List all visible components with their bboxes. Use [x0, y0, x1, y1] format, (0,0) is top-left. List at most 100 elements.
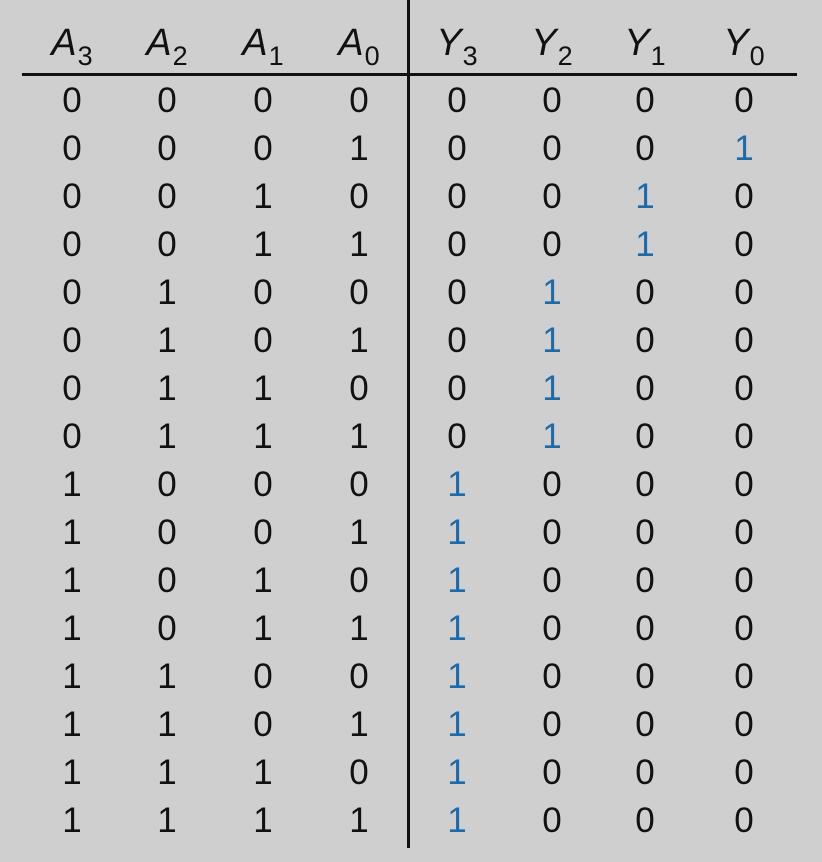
cell-y3: 1	[447, 465, 467, 504]
cell-a1: 1	[253, 801, 273, 840]
cell-a1: 1	[253, 753, 273, 792]
cell-y2: 1	[542, 369, 562, 408]
header-subscript: 2	[172, 41, 188, 71]
cell-y3: 1	[447, 609, 467, 648]
cell-y1: 0	[635, 801, 655, 840]
cell-a0: 1	[349, 801, 369, 840]
cell-y2: 0	[542, 801, 562, 840]
header-a3: A3	[17, 14, 127, 72]
header-y3: Y3	[402, 14, 512, 72]
cell-a1: 1	[253, 177, 273, 216]
cell-a1: 0	[253, 705, 273, 744]
cell-a3: 1	[62, 465, 82, 504]
cell-y0: 0	[734, 369, 754, 408]
cell-y3: 0	[447, 81, 467, 120]
cell-a3: 1	[62, 513, 82, 552]
cell-y0: 0	[734, 273, 754, 312]
cell-a2: 0	[157, 177, 177, 216]
cell-a3: 1	[62, 609, 82, 648]
header-variable: A	[51, 22, 77, 64]
header-subscript: 3	[77, 41, 93, 71]
cell-y1: 0	[635, 321, 655, 360]
cell-y3: 0	[447, 369, 467, 408]
cell-y1: 1	[635, 225, 655, 264]
cell-a2: 0	[157, 81, 177, 120]
cell-a0: 0	[349, 465, 369, 504]
cell-a2: 1	[157, 801, 177, 840]
cell-a0: 0	[349, 177, 369, 216]
header-subscript: 2	[557, 41, 573, 71]
cell-y3: 0	[447, 417, 467, 456]
cell-y2: 0	[542, 609, 562, 648]
cell-a1: 0	[253, 321, 273, 360]
cell-a3: 0	[62, 273, 82, 312]
cell-y1: 0	[635, 417, 655, 456]
cell-a0: 0	[349, 369, 369, 408]
cell-a0: 0	[349, 273, 369, 312]
cell-y1: 0	[635, 81, 655, 120]
cell-y1: 0	[635, 561, 655, 600]
header-subscript: 0	[364, 41, 380, 71]
cell-y2: 1	[542, 273, 562, 312]
cell-a0: 1	[349, 321, 369, 360]
header-subscript: 1	[268, 41, 284, 71]
cell-a0: 0	[349, 657, 369, 696]
cell-y2: 0	[542, 705, 562, 744]
header-a1: A1	[208, 14, 318, 72]
cell-y3: 0	[447, 273, 467, 312]
cell-y0: 0	[734, 561, 754, 600]
cell-a2: 0	[157, 513, 177, 552]
cell-a1: 0	[253, 81, 273, 120]
cell-y2: 0	[542, 129, 562, 168]
cell-y1: 1	[635, 177, 655, 216]
header-y2: Y2	[497, 14, 607, 72]
cell-y3: 1	[447, 657, 467, 696]
cell-y1: 0	[635, 273, 655, 312]
header-y0: Y0	[689, 14, 799, 72]
cell-a1: 0	[253, 513, 273, 552]
cell-a1: 0	[253, 657, 273, 696]
column-divider	[407, 0, 410, 848]
cell-a1: 0	[253, 465, 273, 504]
cell-y2: 0	[542, 753, 562, 792]
cell-a3: 0	[62, 81, 82, 120]
cell-a1: 0	[253, 273, 273, 312]
cell-y2: 0	[542, 81, 562, 120]
cell-y1: 0	[635, 465, 655, 504]
cell-y3: 1	[447, 705, 467, 744]
cell-a2: 1	[157, 657, 177, 696]
cell-a1: 1	[253, 417, 273, 456]
cell-y3: 1	[447, 801, 467, 840]
cell-y2: 0	[542, 657, 562, 696]
cell-a1: 1	[253, 561, 273, 600]
cell-a2: 1	[157, 273, 177, 312]
cell-a2: 0	[157, 561, 177, 600]
cell-y0: 1	[734, 129, 754, 168]
cell-y0: 0	[734, 81, 754, 120]
cell-a3: 0	[62, 177, 82, 216]
cell-y0: 0	[734, 417, 754, 456]
header-a0: A0	[304, 14, 414, 72]
cell-a2: 1	[157, 417, 177, 456]
cell-y0: 0	[734, 225, 754, 264]
cell-y0: 0	[734, 801, 754, 840]
cell-a3: 0	[62, 129, 82, 168]
cell-a0: 1	[349, 705, 369, 744]
cell-a3: 0	[62, 369, 82, 408]
cell-y1: 0	[635, 753, 655, 792]
cell-y0: 0	[734, 177, 754, 216]
header-variable: A	[146, 22, 172, 64]
header-variable: A	[338, 22, 364, 64]
cell-a0: 1	[349, 609, 369, 648]
cell-a2: 1	[157, 369, 177, 408]
cell-a3: 1	[62, 753, 82, 792]
cell-y2: 0	[542, 177, 562, 216]
header-a2: A2	[112, 14, 222, 72]
cell-a3: 1	[62, 657, 82, 696]
cell-a0: 1	[349, 417, 369, 456]
cell-y3: 0	[447, 129, 467, 168]
cell-y1: 0	[635, 705, 655, 744]
cell-a0: 1	[349, 225, 369, 264]
cell-y0: 0	[734, 465, 754, 504]
